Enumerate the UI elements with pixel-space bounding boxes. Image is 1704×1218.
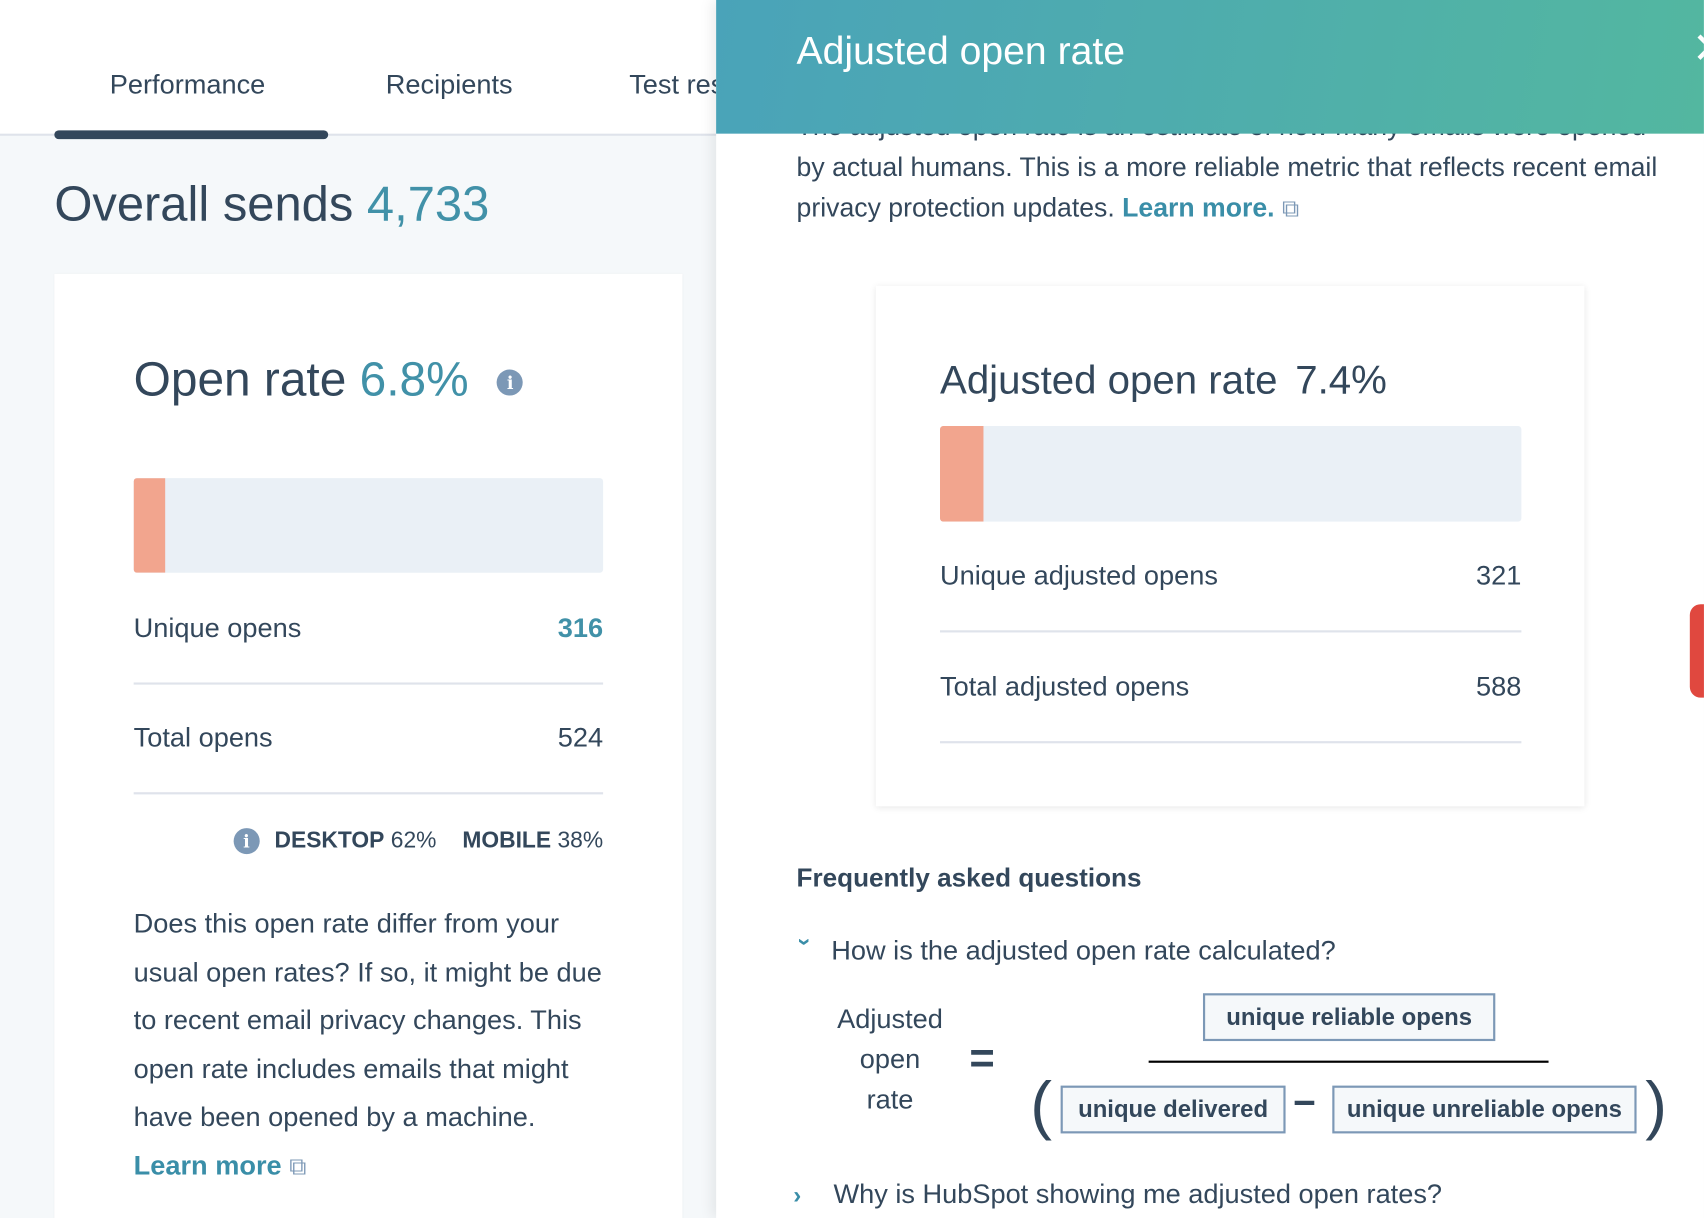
divider xyxy=(133,792,604,795)
desktop-label: DESKTOP xyxy=(274,828,385,854)
unique-adjusted-opens-label: Unique adjusted opens xyxy=(939,560,1218,592)
open-rate-title: Open rate 6.8% i xyxy=(134,353,524,407)
total-adjusted-opens-value: 588 xyxy=(1476,671,1522,703)
tab-bar: Performance Recipients Test results xyxy=(0,0,767,140)
open-rate-card: Open rate 6.8% i Unique opens 316 Total … xyxy=(54,273,683,1218)
faq-question-why[interactable]: › Why is HubSpot showing me adjusted ope… xyxy=(793,1179,1442,1211)
numerator-box: unique reliable opens xyxy=(1202,993,1496,1042)
unique-opens-label: Unique opens xyxy=(133,612,302,644)
panel-title: Adjusted open rate xyxy=(796,28,1125,73)
faq-heading: Frequently asked questions xyxy=(796,863,1142,894)
adjusted-rate-bar-fill xyxy=(939,425,984,522)
total-adjusted-opens-label: Total adjusted opens xyxy=(939,671,1190,703)
fraction-line xyxy=(1148,1060,1549,1063)
divider xyxy=(133,682,604,685)
denominator-a-box: unique delivered xyxy=(1060,1085,1286,1134)
total-opens-value: 524 xyxy=(557,722,604,754)
open-rate-label: Open rate xyxy=(133,353,347,407)
overall-sends-value: 4,733 xyxy=(366,176,490,232)
formula-lhs: Adjusted open rate xyxy=(830,1000,950,1121)
open-rate-bar-fill xyxy=(133,478,166,573)
open-rate-bar xyxy=(133,478,604,573)
unique-opens-value[interactable]: 316 xyxy=(557,612,604,644)
unique-opens-row: Unique opens 316 xyxy=(134,613,603,645)
total-opens-label: Total opens xyxy=(133,722,273,754)
external-link-icon[interactable]: ⧉ xyxy=(289,1152,307,1180)
mobile-value: 38% xyxy=(557,828,604,854)
external-link-icon[interactable]: ⧉ xyxy=(1281,194,1300,222)
chevron-right-icon: › xyxy=(793,1181,802,1209)
divider xyxy=(939,741,1522,744)
learn-more-link[interactable]: Learn more. xyxy=(1122,193,1275,223)
overall-sends: Overall sends 4,733 xyxy=(54,176,489,233)
tab-recipients[interactable]: Recipients xyxy=(385,69,513,100)
total-opens-row: Total opens 524 xyxy=(134,723,603,755)
adjusted-rate-title: Adjusted open rate 7.4% xyxy=(940,358,1387,404)
close-paren: ) xyxy=(1645,1068,1667,1142)
info-icon[interactable]: i xyxy=(497,369,524,396)
close-icon[interactable]: ✕ xyxy=(1692,24,1704,74)
adjusted-rate-bar xyxy=(939,425,1522,522)
adjusted-rate-card: Adjusted open rate 7.4% Unique adjusted … xyxy=(875,285,1585,807)
active-tab-indicator xyxy=(54,130,329,140)
unique-adjusted-opens-value: 321 xyxy=(1476,560,1522,592)
formula-lhs-line: open xyxy=(859,1044,921,1075)
formula-lhs-line: Adjusted xyxy=(837,1004,943,1035)
feedback-tab[interactable] xyxy=(1689,604,1704,698)
divider xyxy=(939,630,1522,633)
chevron-down-icon: › xyxy=(792,937,820,946)
overall-sends-label: Overall sends xyxy=(54,176,354,232)
unique-adjusted-opens-row: Unique adjusted opens 321 xyxy=(940,561,1521,593)
adjusted-rate-label: Adjusted open rate xyxy=(939,357,1278,403)
open-rate-value: 6.8% xyxy=(359,353,469,407)
denominator-b-box: unique unreliable opens xyxy=(1332,1085,1637,1134)
privacy-note: Does this open rate differ from your usu… xyxy=(134,900,612,1191)
device-breakdown: i DESKTOP 62% MOBILE 38% xyxy=(233,828,603,855)
learn-more-link[interactable]: Learn more xyxy=(133,1150,282,1181)
open-paren: ( xyxy=(1030,1068,1052,1142)
faq-question-label: How is the adjusted open rate calculated… xyxy=(831,935,1336,967)
panel-header: Adjusted open rate ✕ xyxy=(716,0,1704,134)
tab-performance[interactable]: Performance xyxy=(109,69,266,100)
desktop-value: 62% xyxy=(390,828,437,854)
adjusted-rate-value: 7.4% xyxy=(1295,357,1387,403)
faq-question-calculation[interactable]: › How is the adjusted open rate calculat… xyxy=(791,936,1336,968)
total-adjusted-opens-row: Total adjusted opens 588 xyxy=(940,672,1521,704)
equals-sign: = xyxy=(969,1034,995,1083)
formula-lhs-line: rate xyxy=(866,1084,914,1115)
info-icon[interactable]: i xyxy=(233,828,260,855)
minus-sign: − xyxy=(1293,1080,1317,1125)
mobile-label: MOBILE xyxy=(462,828,552,854)
privacy-note-text: Does this open rate differ from your usu… xyxy=(133,908,602,1133)
faq-question-label: Why is HubSpot showing me adjusted open … xyxy=(833,1179,1443,1210)
